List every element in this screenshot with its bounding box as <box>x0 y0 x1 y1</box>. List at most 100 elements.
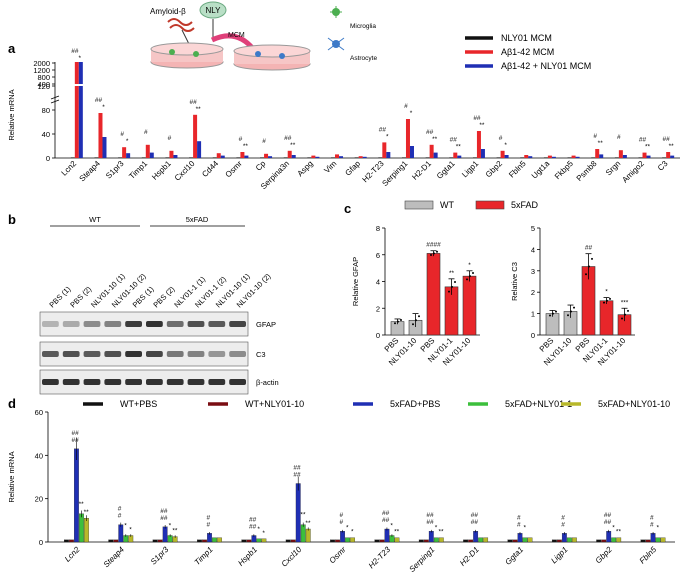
legend-label: WT+PBS <box>120 399 157 409</box>
x-tick-label: Gfap <box>343 159 362 178</box>
significance-mark: ** <box>449 270 455 277</box>
significance-mark: # <box>340 519 344 526</box>
blot-band <box>166 351 184 357</box>
legend-label: 5xFAD+NLY01-10 <box>598 399 670 409</box>
bar <box>241 539 247 543</box>
significance-mark: ** <box>243 143 249 150</box>
significance-mark: * <box>605 289 608 296</box>
bar <box>300 524 306 543</box>
bar <box>374 539 380 543</box>
bar <box>244 155 249 158</box>
significance-mark: ## <box>293 472 301 479</box>
lane-label: PBS (2) <box>68 284 93 309</box>
bar <box>350 537 355 543</box>
significance-mark: # <box>239 136 243 143</box>
panel-letter-b: b <box>8 212 16 227</box>
bar <box>362 156 367 158</box>
bar <box>212 537 217 543</box>
bar <box>260 157 265 158</box>
bar <box>401 157 406 158</box>
significance-mark: ** <box>439 529 445 536</box>
significance-mark: * <box>262 530 265 537</box>
bar <box>547 155 552 158</box>
data-point <box>436 250 438 253</box>
bar <box>575 156 580 158</box>
significance-mark: * <box>129 527 132 534</box>
data-point <box>621 317 623 320</box>
legend-label: 5xFAD <box>511 200 539 210</box>
significance-mark: # <box>517 521 521 528</box>
data-point <box>454 281 456 284</box>
bar <box>457 155 462 158</box>
bar <box>157 539 163 543</box>
significance-mark: ** <box>290 142 296 149</box>
y-tick-label: 2 <box>531 288 535 297</box>
bar <box>507 539 513 543</box>
panel-letter-d: d <box>8 396 16 411</box>
blot-band <box>125 379 142 385</box>
significance-mark: ** <box>479 122 485 129</box>
significance-mark: # <box>120 131 124 138</box>
bar <box>340 531 345 543</box>
bar <box>527 537 533 543</box>
data-point <box>397 320 399 323</box>
significance-mark: # <box>561 514 565 521</box>
y-tick-label: 6 <box>376 251 380 260</box>
bar <box>528 156 533 158</box>
x-tick-label: Hspb1 <box>150 159 173 182</box>
bar <box>382 142 387 158</box>
significance-mark: # <box>561 521 565 528</box>
significance-mark: ## <box>95 97 103 104</box>
bar <box>102 137 107 158</box>
y-tick-label: 0 <box>531 331 535 340</box>
significance-mark: * <box>102 104 105 111</box>
culture-dish-1-icon <box>150 42 224 69</box>
bar <box>335 154 340 158</box>
significance-mark: ## <box>426 512 434 519</box>
x-tick-label: Ugt1a <box>530 159 552 181</box>
significance-mark: ## <box>604 512 612 519</box>
bar <box>79 513 84 543</box>
schematic: Amyloid-β NLY MCM Microglia <box>150 1 377 71</box>
bar <box>606 531 612 543</box>
bar <box>642 152 647 158</box>
bar <box>462 275 477 336</box>
x-tick-label: Steap4 <box>102 545 127 570</box>
axis-break <box>50 99 60 104</box>
bar <box>480 149 485 158</box>
significance-mark: * <box>523 525 526 532</box>
data-point <box>448 290 450 293</box>
data-point <box>624 313 626 316</box>
x-tick-label: H2-T23 <box>367 545 393 571</box>
x-tick-label: Lcn2 <box>63 545 82 564</box>
bar <box>543 157 548 158</box>
blot-band <box>104 351 122 357</box>
y-axis-title: Relative GFAP <box>351 257 360 306</box>
significance-mark: # <box>118 506 122 513</box>
x-tick-label: Psmb8 <box>575 159 599 183</box>
bar <box>611 537 617 543</box>
bar <box>596 539 602 543</box>
data-point <box>415 319 417 322</box>
x-tick-label: Gbp2 <box>594 545 615 566</box>
y-tick-label: 8 <box>376 224 380 233</box>
bar <box>670 155 675 158</box>
bar <box>98 113 103 158</box>
significance-mark: ** <box>394 529 400 536</box>
blot-band <box>146 379 163 385</box>
legend-label: WT+NLY01-10 <box>245 399 304 409</box>
bar <box>193 114 198 158</box>
blot-band <box>146 321 163 327</box>
bar <box>70 157 75 158</box>
data-point <box>469 275 471 278</box>
bar <box>418 539 424 543</box>
data-point <box>433 252 435 255</box>
blot-band <box>166 379 184 385</box>
significance-mark: # <box>262 138 266 145</box>
astrocyte-icon <box>327 37 345 51</box>
bar <box>504 155 509 158</box>
x-tick-label: Ggta1 <box>503 545 525 567</box>
y-tick-label: 60 <box>35 408 43 417</box>
bar <box>496 157 501 158</box>
significance-mark: ** <box>79 501 85 508</box>
